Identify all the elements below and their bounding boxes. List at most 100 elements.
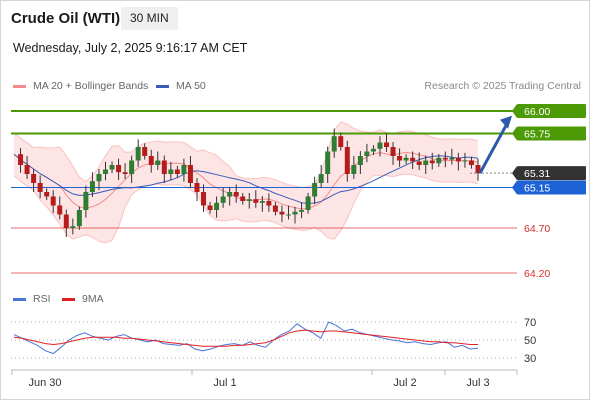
candle-body	[116, 165, 122, 173]
candle-body	[233, 192, 239, 197]
forecast-arrow-head	[500, 115, 512, 129]
candle-body	[351, 165, 357, 174]
candle-body	[174, 169, 180, 174]
candle-body	[397, 156, 403, 161]
ma50-line	[13, 153, 479, 205]
candle-body	[462, 160, 468, 162]
candle-body	[377, 142, 383, 149]
x-tick-label: Jul 1	[213, 377, 236, 389]
bollinger-swatch	[13, 84, 26, 88]
candle-body	[442, 157, 448, 160]
candle-body	[423, 160, 429, 165]
legend-ma50-label: MA 50	[176, 80, 206, 92]
price-level-label-65-15: 65.15	[524, 183, 550, 195]
candle-body	[50, 196, 56, 206]
candle-body	[279, 211, 285, 215]
price-level-tag-pointer	[512, 104, 517, 118]
legend-bollinger: MA 20 + Bollinger Bands	[13, 80, 148, 92]
rsi-swatch	[13, 297, 26, 301]
candle-body	[194, 183, 200, 192]
x-tick-label: Jul 2	[393, 377, 416, 389]
candle-body	[266, 201, 272, 206]
candle-body	[220, 196, 226, 203]
price-level-tag-pointer	[512, 126, 517, 141]
candle-body	[436, 157, 442, 164]
candle-body	[285, 214, 291, 216]
forecast-arrow-shaft	[478, 122, 509, 174]
x-tick-label: Jul 3	[466, 377, 489, 389]
candle-body	[96, 174, 102, 182]
candle-body	[161, 160, 167, 174]
bollinger-lower	[13, 173, 479, 244]
candle-body	[24, 165, 30, 174]
candle-body	[63, 214, 69, 228]
bollinger-upper	[13, 121, 479, 188]
candle-body	[201, 192, 207, 206]
candle-body	[37, 183, 43, 192]
price-level-label-65-31: 65.31	[524, 168, 550, 180]
ma20-line	[13, 151, 479, 210]
legend-rsi-ma-label: 9MA	[82, 293, 104, 305]
x-tick-label: Jun 30	[28, 377, 61, 389]
candle-body	[318, 174, 324, 183]
candle-body	[384, 142, 390, 147]
price-level-tag-65-31	[517, 166, 586, 181]
candle-body	[181, 165, 187, 174]
candle-body	[207, 205, 213, 210]
timestamp: Wednesday, July 2, 2025 9:16:17 AM CET	[13, 41, 248, 55]
candle-body	[129, 160, 135, 174]
legend-ma50: MA 50	[156, 80, 206, 92]
candle-body	[155, 160, 161, 165]
candle-body	[468, 160, 474, 165]
rsi-tick-label-70: 70	[524, 317, 536, 329]
candle-body	[240, 196, 246, 201]
candle-body	[259, 201, 265, 203]
candle-body	[429, 160, 435, 164]
candle-body	[122, 172, 128, 174]
research-credit: Research © 2025 Trading Central	[424, 80, 581, 92]
candle-body	[357, 156, 363, 165]
candle-body	[142, 147, 148, 156]
candle-body	[449, 157, 455, 160]
legend-rsi-ma: 9MA	[62, 293, 104, 305]
candle-body	[18, 154, 24, 165]
candle-body	[416, 161, 422, 165]
candle-body	[44, 192, 50, 197]
candle-body	[325, 151, 331, 174]
candle-body	[83, 192, 89, 210]
rsi-ma-line	[13, 329, 478, 347]
price-level-tag-65-15	[517, 180, 586, 195]
candle-body	[364, 151, 370, 156]
candle-body	[344, 147, 350, 174]
rsi-ma-swatch	[62, 297, 75, 301]
candle-body	[370, 148, 376, 152]
price-level-label-65-75: 65.75	[524, 129, 550, 141]
price-level-label-64-20: 64.20	[524, 268, 550, 280]
candle-body	[410, 157, 416, 162]
candle-body	[70, 226, 76, 228]
candle-body	[331, 136, 337, 152]
candle-body	[187, 165, 193, 183]
rsi-tick-label-50: 50	[524, 335, 536, 347]
candle-body	[227, 192, 233, 197]
legend-rsi-label: RSI	[33, 293, 51, 305]
candle-body	[148, 156, 154, 165]
candle-body	[299, 210, 305, 212]
candle-body	[312, 183, 318, 197]
timeframe-badge[interactable]: 30 MIN	[121, 7, 178, 30]
candle-body	[135, 147, 141, 161]
rsi-line	[13, 321, 479, 355]
candle-body	[475, 165, 481, 174]
candle-body	[455, 157, 461, 162]
candle-body	[109, 165, 115, 170]
ma50-swatch	[156, 84, 169, 88]
candle-body	[102, 169, 108, 174]
legend-bollinger-label: MA 20 + Bollinger Bands	[33, 80, 149, 92]
price-level-label-66-00: 66.00	[524, 106, 550, 118]
legend-rsi: RSI	[13, 293, 51, 305]
instrument-title: Crude Oil (WTI)	[11, 10, 121, 27]
candle-body	[76, 210, 82, 227]
candle-body	[272, 205, 278, 212]
candle-body	[246, 199, 252, 201]
